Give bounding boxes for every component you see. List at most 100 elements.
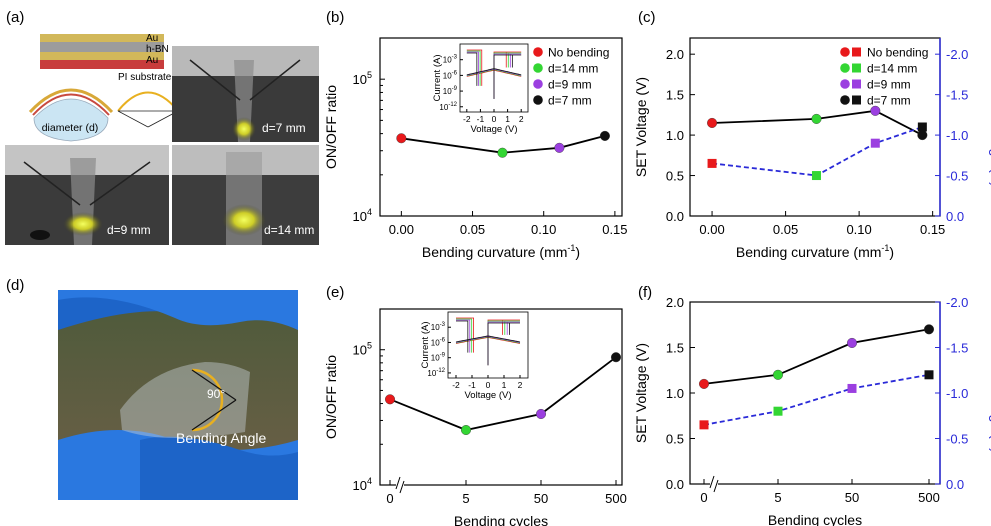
inset-y-tick-label: 10-3 bbox=[443, 55, 458, 65]
y-tick-label: 2.0 bbox=[666, 47, 684, 62]
onoff-point bbox=[396, 133, 407, 144]
y-right-tick-label: -0.5 bbox=[946, 169, 968, 184]
inset-y-tick-label: 10-6 bbox=[443, 70, 458, 80]
set-voltage-point bbox=[917, 130, 928, 141]
x-tick-label: 500 bbox=[605, 491, 627, 506]
y-tick-base: 10 bbox=[353, 72, 367, 87]
bending-angle-label: Bending Angle bbox=[176, 430, 267, 446]
inset-x-tick-label: 0 bbox=[492, 114, 497, 124]
y-tick-label: 0.5 bbox=[666, 432, 684, 447]
panel-label-f: (f) bbox=[638, 284, 652, 301]
x-axis-label: Bending cycles bbox=[454, 513, 548, 526]
inset-y-tick-exp: -3 bbox=[452, 55, 458, 61]
y-tick-label: 0.5 bbox=[666, 169, 684, 184]
reset-voltage-point bbox=[847, 383, 857, 393]
device-schematic: Au h-BN Au PI substrate diameter (d) bbox=[28, 33, 179, 142]
legend-marker-square bbox=[852, 95, 861, 105]
reset-voltage-line bbox=[711, 126, 923, 177]
inset-y-tick-base: 10 bbox=[431, 354, 440, 363]
set-voltage-line bbox=[712, 109, 923, 136]
inset-y-tick-exp: -3 bbox=[440, 322, 446, 328]
legend-marker-circle bbox=[533, 95, 543, 105]
legend-entry: No bending bbox=[867, 46, 928, 60]
inset-x-tick-label: 2 bbox=[519, 114, 524, 124]
layer-hbn bbox=[40, 42, 164, 52]
y-tick-exp: 4 bbox=[367, 476, 372, 486]
legend-entry: d=9 mm bbox=[548, 78, 592, 92]
y-right-tick-label: -1.0 bbox=[946, 386, 968, 401]
y-tick-label: 1.0 bbox=[666, 128, 684, 143]
inset-x-label: Voltage (V) bbox=[465, 390, 512, 401]
photo-d7: d=7 mm bbox=[172, 46, 319, 142]
x-axis-label: Bending curvature (mm-1) bbox=[422, 243, 580, 260]
x-tick-label: 0.00 bbox=[389, 222, 414, 237]
x-tick-label: 0.10 bbox=[531, 222, 556, 237]
inset-y-tick-label: 10-9 bbox=[443, 86, 458, 96]
x-axis-label-end: ) bbox=[889, 244, 894, 260]
inset-x-tick-label: -2 bbox=[463, 114, 471, 124]
x-tick-label: 500 bbox=[918, 490, 940, 505]
y-tick-label: 0.0 bbox=[666, 209, 684, 224]
y-tick-label: 1.5 bbox=[666, 341, 684, 356]
axis-break-mask bbox=[396, 479, 404, 491]
chart-c-voltage-vs-curvature: 0.0 0.5 1.0 1.5 2.0 0.0 -0.5 -1.0 -1.5 -2.0 0.00 0.… bbox=[633, 37, 991, 260]
inset-x-tick-label: 1 bbox=[505, 114, 510, 124]
legend-entry: d=14 mm bbox=[548, 62, 598, 76]
photo-label-d7: d=7 mm bbox=[262, 121, 306, 135]
legend-marker-circle bbox=[840, 79, 850, 89]
legend-marker-circle bbox=[840, 63, 850, 73]
inset-iv-curve-lrs bbox=[456, 320, 520, 366]
reset-voltage-point bbox=[924, 370, 934, 380]
axis-break-symbol bbox=[709, 475, 719, 493]
inset-y-tick-base: 10 bbox=[439, 103, 448, 112]
onoff-point bbox=[497, 147, 508, 158]
panel-label-d: (d) bbox=[6, 277, 24, 294]
x-tick-label: 5 bbox=[774, 490, 781, 505]
bending-angle-arc bbox=[191, 368, 224, 432]
inset-x-tick-label: -2 bbox=[452, 380, 460, 390]
label-au-top: Au bbox=[146, 33, 158, 44]
y-right-tick-label: -1.5 bbox=[946, 88, 968, 103]
y-axis-label-right: RESET Voltage (V) bbox=[989, 67, 991, 187]
y-tick-base: 10 bbox=[353, 343, 367, 358]
x-tick-label: 0.15 bbox=[920, 222, 945, 237]
y-right-tick-label: 0.0 bbox=[946, 209, 964, 224]
photo-label-d9: d=9 mm bbox=[107, 223, 151, 237]
cylinder-shape bbox=[33, 98, 109, 142]
inset-y-tick-label: 10-6 bbox=[431, 337, 446, 347]
x-axis-label: Bending cycles bbox=[768, 512, 862, 526]
x-axis-label-end: ) bbox=[575, 244, 580, 260]
x-tick-label: 0.05 bbox=[460, 222, 485, 237]
y-axis-label: ON/OFF ratio bbox=[323, 85, 339, 169]
set-voltage-point bbox=[811, 113, 822, 124]
photo-d14: d=14 mm bbox=[172, 145, 319, 245]
panel-label-c: (c) bbox=[638, 9, 656, 26]
panel-label-a: (a) bbox=[6, 9, 24, 26]
panel-label-e: (e) bbox=[326, 284, 344, 301]
x-axis-label: Bending curvature (mm-1) bbox=[736, 243, 894, 260]
chart-f-voltage-vs-cycles: 0.0 0.5 1.0 1.5 2.0 0.0 -0.5 -1.0 -1.5 -2.0 0 5 50 50… bbox=[633, 295, 991, 526]
inset-y-tick-base: 10 bbox=[427, 369, 436, 378]
axis-break-mask bbox=[710, 478, 718, 490]
y-tick-base: 10 bbox=[353, 209, 367, 224]
curvature-arc bbox=[117, 91, 179, 112]
inset-y-tick-label: 10-3 bbox=[431, 322, 446, 332]
label-au-bottom: Au bbox=[146, 55, 158, 66]
legend-entry: d=7 mm bbox=[548, 94, 592, 108]
y-right-tick-label: -1.0 bbox=[946, 128, 968, 143]
set-voltage-point bbox=[870, 105, 881, 116]
onoff-point bbox=[461, 425, 472, 436]
y-tick-exp: 5 bbox=[367, 70, 372, 80]
y-tick-label: 105 bbox=[353, 341, 372, 358]
onoff-point bbox=[385, 394, 396, 405]
y-axis-label-right: RESET Voltage (V) bbox=[989, 333, 991, 453]
legend-marker-circle bbox=[840, 95, 850, 105]
y-tick-label: 2.0 bbox=[666, 295, 684, 310]
inset-y-tick-exp: -6 bbox=[440, 337, 446, 343]
y-right-tick-label: -2.0 bbox=[946, 295, 968, 310]
x-tick-label: 0.15 bbox=[602, 222, 627, 237]
inset-iv-curve-lrs bbox=[466, 52, 522, 99]
